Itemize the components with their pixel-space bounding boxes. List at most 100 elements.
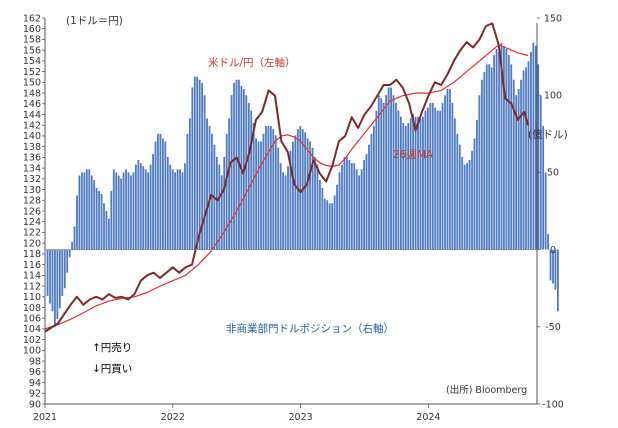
left-tick-label: 140	[23, 131, 41, 142]
position-bar	[284, 175, 287, 250]
position-bar	[58, 249, 61, 309]
position-bar	[166, 156, 169, 250]
position-bar	[549, 249, 552, 281]
position-bar	[289, 150, 292, 250]
position-bar	[174, 172, 177, 250]
position-bar	[98, 190, 100, 250]
axes	[42, 17, 540, 408]
position-bar	[157, 133, 159, 250]
position-bar	[426, 107, 429, 250]
position-bar	[265, 126, 267, 250]
position-bar	[552, 249, 554, 284]
position-bar	[537, 64, 540, 250]
position-bar	[83, 172, 86, 250]
left-tick-label: 94	[29, 378, 41, 389]
position-bar	[431, 102, 434, 250]
left-tick-label: 154	[23, 56, 41, 67]
position-bar	[525, 67, 527, 250]
position-bar	[399, 116, 402, 250]
position-bar	[46, 249, 49, 296]
position-bar	[520, 79, 522, 250]
left-tick-label: 118	[23, 249, 41, 260]
position-bar	[515, 95, 518, 250]
position-bar	[326, 200, 329, 250]
position-bar	[365, 153, 368, 250]
position-bar	[532, 42, 535, 250]
position-bar	[277, 147, 280, 250]
left-tick-label: 148	[23, 88, 41, 99]
position-bar	[412, 113, 415, 250]
position-bar	[56, 249, 59, 320]
position-bar	[233, 82, 235, 250]
position-bar	[218, 164, 221, 250]
position-bar	[132, 172, 135, 250]
position-bar	[196, 76, 199, 250]
position-bar	[517, 89, 520, 250]
position-bar	[505, 48, 508, 250]
position-bar	[368, 144, 370, 250]
position-bar	[208, 126, 211, 250]
position-bar	[203, 95, 206, 250]
x-tick-label: 2022	[161, 412, 185, 423]
position-bar	[380, 98, 383, 250]
position-bar	[500, 42, 503, 250]
position-bar	[453, 118, 456, 250]
source-label: (出所) Bloomberg	[446, 384, 527, 396]
position-bar	[76, 195, 78, 250]
position-bar	[363, 160, 365, 250]
position-bar	[193, 76, 196, 250]
position-bar	[255, 138, 257, 250]
left-tick-label: 130	[23, 185, 41, 196]
left-tick-label: 160	[23, 24, 41, 35]
position-bar	[507, 55, 510, 250]
position-bar	[154, 141, 157, 250]
position-bar	[311, 147, 314, 250]
position-bar	[495, 48, 498, 250]
position-bar	[191, 87, 194, 250]
left-tick-label: 92	[29, 389, 41, 400]
position-bar	[159, 133, 162, 250]
position-bar	[252, 122, 255, 250]
position-bar	[358, 175, 361, 250]
position-bar	[547, 234, 549, 250]
left-tick-label: 112	[23, 281, 41, 292]
position-bar	[201, 82, 204, 250]
position-bar	[152, 153, 154, 250]
position-bar	[120, 178, 123, 250]
left-tick-label: 122	[23, 228, 41, 239]
position-bar	[117, 175, 120, 250]
right-tick-label: 0	[550, 245, 556, 256]
position-bar	[333, 195, 336, 250]
position-bar	[103, 203, 105, 250]
left-tick-label: 134	[23, 163, 41, 174]
left-tick-label: 98	[29, 356, 41, 367]
position-bar	[115, 172, 118, 250]
position-bar	[449, 89, 451, 250]
position-bar	[544, 172, 547, 250]
position-bar	[225, 133, 228, 250]
left-tick-label: 150	[23, 78, 41, 89]
left-tick-label: 142	[23, 121, 41, 132]
position-bar	[323, 198, 326, 250]
position-bar	[490, 67, 493, 250]
position-bar	[385, 95, 388, 250]
position-bar	[353, 163, 356, 250]
left-tick-label: 146	[23, 99, 41, 110]
position-bar	[78, 175, 81, 250]
position-bar	[71, 241, 73, 250]
right-tick-label: 100	[544, 91, 562, 102]
position-bar	[314, 156, 316, 250]
position-bar	[336, 184, 338, 250]
position-bar	[350, 163, 353, 250]
left-tick-label: 128	[23, 196, 41, 207]
left-tick-label: 114	[23, 271, 41, 282]
right-tick-label: 150	[544, 13, 562, 24]
position-bar	[331, 203, 334, 250]
position-bar	[230, 95, 233, 250]
position-bar	[54, 249, 56, 327]
position-bar	[355, 169, 358, 250]
position-bar	[463, 164, 466, 250]
right-tick-label: -50	[545, 322, 561, 333]
position-bar	[247, 102, 250, 250]
left-tick-label: 90	[29, 399, 41, 410]
